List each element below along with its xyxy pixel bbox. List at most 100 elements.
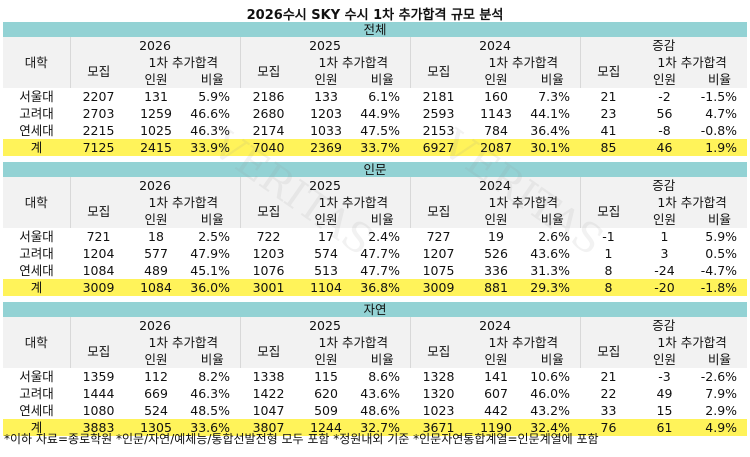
col-year: 2024: [409, 317, 580, 334]
col-year: 2026: [69, 177, 240, 194]
col-count: 인원: [467, 211, 525, 228]
cell: 1204: [70, 245, 127, 262]
university-name: 연세대: [3, 402, 70, 419]
university-name: 고려대: [3, 385, 70, 402]
col-ratio: 비율: [692, 351, 748, 368]
cell: 36.8%: [355, 279, 410, 296]
cell: -8: [637, 122, 692, 139]
col-additional: 1차 추가합격: [127, 194, 240, 211]
university-name: 계: [3, 139, 70, 156]
cell: 43.6%: [355, 385, 410, 402]
cell: 23: [580, 105, 637, 122]
col-recruit: 모집: [409, 334, 467, 368]
col-ratio: 비율: [355, 211, 410, 228]
cell: 49: [637, 385, 692, 402]
cell: 2207: [70, 88, 127, 105]
col-year: 2025: [239, 177, 410, 194]
col-ratio: 비율: [692, 211, 748, 228]
cell: 1080: [70, 402, 127, 419]
col-year: 2025: [239, 37, 410, 54]
cell: 1422: [240, 385, 297, 402]
cell: 76: [580, 419, 637, 436]
cell: 3671: [410, 419, 467, 436]
cell: 61: [637, 419, 692, 436]
cell: 32.4%: [525, 419, 580, 436]
cell: 4.9%: [692, 419, 748, 436]
section-2: 자연 대학 2026 2025 2024 증감 모집 1차 추가합격 모집 1차 추가합격 모집 1차…: [3, 302, 748, 436]
table-row: 연세대 1080 524 48.5% 1047 509 48.6% 1023 442 43.2% 3…: [3, 402, 748, 419]
col-count: 인원: [127, 351, 185, 368]
cell: 131: [127, 88, 185, 105]
cell: -1: [580, 228, 637, 245]
cell: 2.6%: [525, 228, 580, 245]
cell: 1444: [70, 385, 127, 402]
cell: 2415: [127, 139, 185, 156]
col-additional: 1차 추가합격: [297, 54, 410, 71]
cell: 47.9%: [185, 245, 240, 262]
col-year: 2026: [69, 37, 240, 54]
cell: -0.8%: [692, 122, 748, 139]
cell: 1104: [297, 279, 355, 296]
data-table: 인문 대학 2026 2025 2024 증감 모집 1차 추가합격 모집 1차 추가합격 모집 1차…: [3, 162, 748, 296]
cell: 36.4%: [525, 122, 580, 139]
cell: 442: [467, 402, 525, 419]
university-name: 고려대: [3, 245, 70, 262]
col-count: 인원: [297, 351, 355, 368]
cell: 2215: [70, 122, 127, 139]
col-recruit: 모집: [69, 334, 127, 368]
university-name: 서울대: [3, 228, 70, 245]
cell: -24: [637, 262, 692, 279]
section-title: 인문: [3, 162, 748, 177]
cell: 29.3%: [525, 279, 580, 296]
col-recruit: 모집: [579, 194, 637, 228]
cell: 3883: [70, 419, 127, 436]
footnote: *이하 자료=종로학원 *인문/자연/예체능/통합선발전형 모두 포함 *정원내…: [4, 432, 599, 446]
cell: 1075: [410, 262, 467, 279]
cell: 21: [580, 368, 637, 385]
cell: 1025: [127, 122, 185, 139]
cell: 1320: [410, 385, 467, 402]
col-recruit: 모집: [239, 194, 297, 228]
cell: 2703: [70, 105, 127, 122]
cell: 2.9%: [692, 402, 748, 419]
cell: 2174: [240, 122, 297, 139]
cell: -1.5%: [692, 88, 748, 105]
cell: 336: [467, 262, 525, 279]
cell: 3009: [410, 279, 467, 296]
cell: 3001: [240, 279, 297, 296]
cell: 56: [637, 105, 692, 122]
col-recruit: 모집: [69, 194, 127, 228]
cell: -2.6%: [692, 368, 748, 385]
table-row: 연세대 1084 489 45.1% 1076 513 47.7% 1075 336 31.3% 8…: [3, 262, 748, 279]
col-recruit: 모집: [579, 54, 637, 88]
cell: 526: [467, 245, 525, 262]
section-title: 자연: [3, 302, 748, 317]
cell: 85: [580, 139, 637, 156]
table-row: 서울대 1359 112 8.2% 1338 115 8.6% 1328 141 10.6% 21-…: [3, 368, 748, 385]
cell: 620: [297, 385, 355, 402]
col-recruit: 모집: [579, 334, 637, 368]
university-name: 연세대: [3, 122, 70, 139]
cell: 1203: [240, 245, 297, 262]
cell: 3807: [240, 419, 297, 436]
cell: -2: [637, 88, 692, 105]
col-additional: 1차 추가합격: [297, 334, 410, 351]
table-row: 고려대 1444 669 46.3% 1422 620 43.6% 1320 607 46.0% 2…: [3, 385, 748, 402]
col-additional: 1차 추가합격: [297, 194, 410, 211]
cell: 115: [297, 368, 355, 385]
cell: 722: [240, 228, 297, 245]
cell: 524: [127, 402, 185, 419]
cell: 32.7%: [355, 419, 410, 436]
col-additional: 1차 추가합격: [467, 54, 580, 71]
col-university: 대학: [3, 177, 70, 228]
cell: 577: [127, 245, 185, 262]
col-year: 2024: [409, 177, 580, 194]
col-ratio: 비율: [692, 71, 748, 88]
cell: 3009: [70, 279, 127, 296]
cell: 112: [127, 368, 185, 385]
cell: 160: [467, 88, 525, 105]
table-row: 서울대 2207 131 5.9% 2186 133 6.1% 2181 160 7.3% 21 -2…: [3, 88, 748, 105]
university-name: 계: [3, 419, 70, 436]
cell: 45.1%: [185, 262, 240, 279]
cell: 2087: [467, 139, 525, 156]
